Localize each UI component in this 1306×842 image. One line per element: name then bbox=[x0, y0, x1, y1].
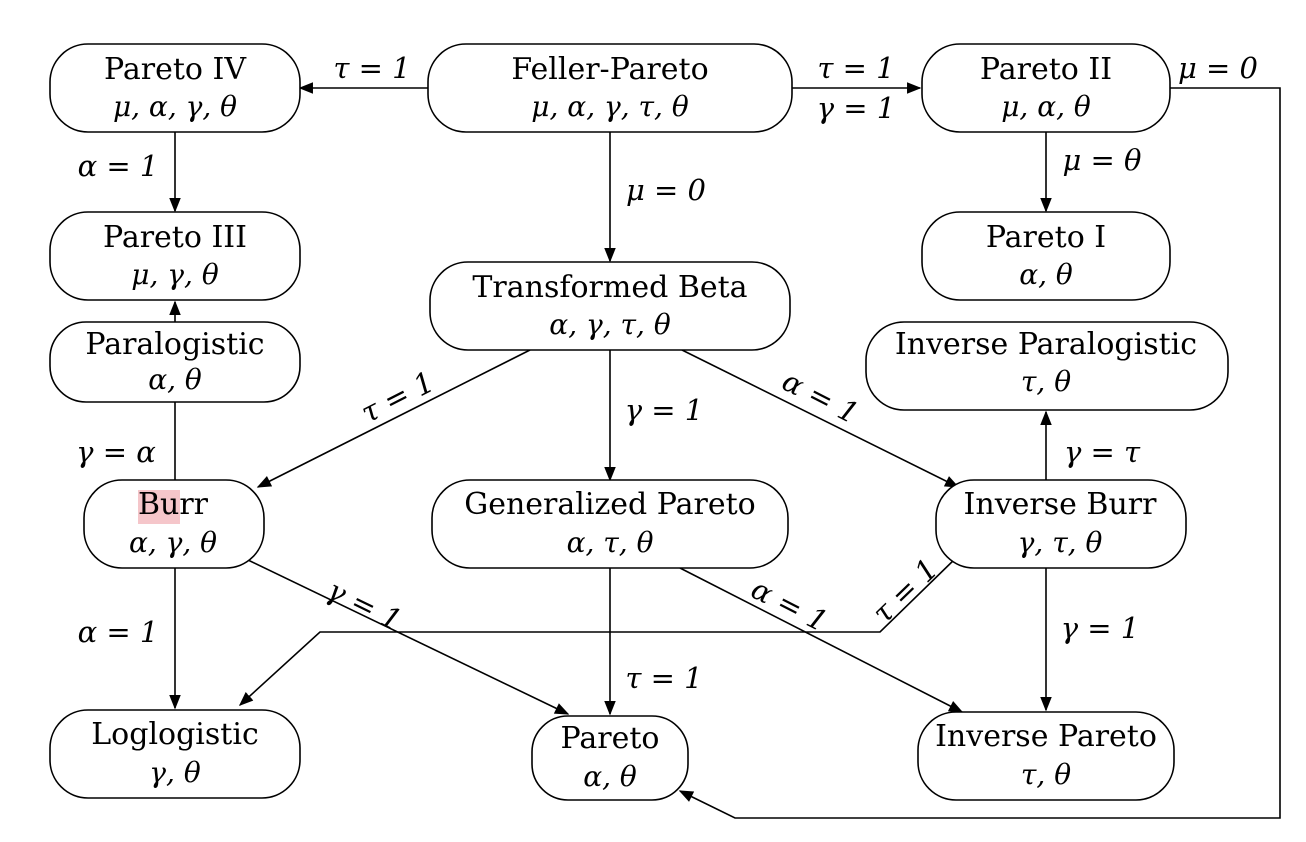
edge-label-pareto-iv-to-pareto-iii: α = 1 bbox=[78, 149, 159, 183]
burr-highlight bbox=[138, 490, 180, 524]
node-title: Feller-Pareto bbox=[511, 52, 708, 87]
edge-label-fp-to-pareto-ii-tau: τ = 1 bbox=[817, 51, 894, 85]
node-title: Inverse Paralogistic bbox=[895, 327, 1197, 362]
node-paralogistic: Paralogistic α, θ bbox=[49, 321, 301, 403]
node-params: μ, α, γ, τ, θ bbox=[531, 90, 689, 123]
edge-label-inverse-burr-to-inverse-pareto: γ = 1 bbox=[1061, 611, 1140, 645]
node-title: Paralogistic bbox=[85, 327, 264, 362]
node-title: Loglogistic bbox=[91, 717, 259, 752]
node-params: α, γ, θ bbox=[129, 526, 217, 559]
node-params: α, θ bbox=[1019, 258, 1073, 291]
edge-label-tb-to-generalized-pareto: γ = 1 bbox=[625, 393, 704, 427]
node-params: μ, α, θ bbox=[1001, 90, 1091, 123]
edge-label-inverse-burr-to-inv-paralogistic: γ = τ bbox=[1064, 435, 1141, 469]
node-pareto: Pareto α, θ bbox=[531, 715, 689, 801]
node-loglogistic: Loglogistic γ, θ bbox=[49, 709, 301, 799]
node-params: τ, θ bbox=[1021, 758, 1071, 791]
edge-pareto-ii-to-pareto bbox=[678, 87, 1281, 819]
node-title: Inverse Burr bbox=[964, 487, 1158, 522]
edge-label-fp-to-pareto-ii-gamma: γ = 1 bbox=[817, 91, 896, 125]
node-pareto-iii: Pareto III μ, γ, θ bbox=[49, 211, 301, 301]
edge-label-pareto-ii-to-pareto-i: μ = θ bbox=[1062, 143, 1141, 177]
node-burr: Burr α, γ, θ bbox=[83, 479, 265, 569]
edge-label-tb-to-burr: τ = 1 bbox=[355, 364, 439, 429]
edge-label-inverse-burr-to-loglogistic: τ = 1 bbox=[865, 552, 944, 630]
node-params: μ, α, γ, θ bbox=[113, 90, 237, 123]
node-title: Pareto II bbox=[980, 52, 1112, 87]
node-pareto-iv: Pareto IV μ, α, γ, θ bbox=[49, 43, 301, 133]
node-inverse-paralogistic: Inverse Paralogistic τ, θ bbox=[865, 321, 1229, 411]
node-title: Transformed Beta bbox=[472, 270, 747, 305]
edge-label-pareto-ii-to-pareto: μ = 0 bbox=[1178, 51, 1258, 85]
node-pareto-ii: Pareto II μ, α, θ bbox=[921, 43, 1171, 133]
edge-tb-to-burr bbox=[256, 349, 531, 488]
edge-inverse-burr-to-loglogistic bbox=[238, 555, 959, 706]
node-title: Generalized Pareto bbox=[464, 487, 755, 522]
edge-gp-to-inverse-pareto bbox=[679, 567, 964, 713]
edge-tb-to-inverse-burr bbox=[681, 349, 960, 488]
edge-label-fp-to-pareto-iv: τ = 1 bbox=[333, 51, 410, 85]
edge-label-tb-to-inverse-burr: α = 1 bbox=[777, 364, 864, 431]
node-transformed-beta: Transformed Beta α, γ, τ, θ bbox=[429, 261, 791, 351]
edge-label-fp-to-transformed-beta: μ = 0 bbox=[626, 173, 706, 207]
edge-label-gp-to-inverse-pareto: α = 1 bbox=[746, 572, 833, 639]
node-params: α, γ, τ, θ bbox=[549, 308, 671, 341]
edge-label-burr-to-loglogistic: α = 1 bbox=[78, 615, 159, 649]
node-inverse-pareto: Inverse Pareto τ, θ bbox=[917, 711, 1175, 801]
node-feller-pareto: Feller-Pareto μ, α, γ, τ, θ bbox=[427, 43, 793, 133]
edge-label-burr-to-paralogistic: γ = α bbox=[76, 435, 156, 469]
edge-label-burr-to-pareto: γ = 1 bbox=[322, 573, 407, 638]
node-pareto-i: Pareto I α, θ bbox=[921, 211, 1171, 301]
node-params: γ, θ bbox=[149, 756, 201, 789]
node-title: Pareto IV bbox=[104, 52, 247, 87]
node-params: τ, θ bbox=[1021, 365, 1071, 398]
node-params: γ, τ, θ bbox=[1018, 526, 1103, 559]
node-inverse-burr: Inverse Burr γ, τ, θ bbox=[935, 479, 1187, 569]
edges bbox=[169, 82, 1281, 819]
node-params: α, θ bbox=[148, 363, 202, 396]
node-title: Pareto III bbox=[103, 220, 247, 255]
edge-burr-to-pareto bbox=[247, 559, 570, 715]
node-params: α, θ bbox=[583, 760, 637, 793]
edge-label-gp-to-pareto: τ = 1 bbox=[625, 661, 702, 695]
node-title: Pareto bbox=[561, 721, 660, 756]
node-params: α, τ, θ bbox=[567, 526, 654, 559]
node-generalized-pareto: Generalized Pareto α, τ, θ bbox=[431, 479, 789, 569]
node-title: Inverse Pareto bbox=[935, 719, 1157, 754]
node-title: Burr bbox=[138, 487, 209, 522]
node-params: μ, γ, θ bbox=[131, 258, 219, 291]
node-title: Pareto I bbox=[986, 220, 1106, 255]
nodes: Pareto IV μ, α, γ, θ Feller-Pareto μ, α,… bbox=[49, 43, 1229, 801]
